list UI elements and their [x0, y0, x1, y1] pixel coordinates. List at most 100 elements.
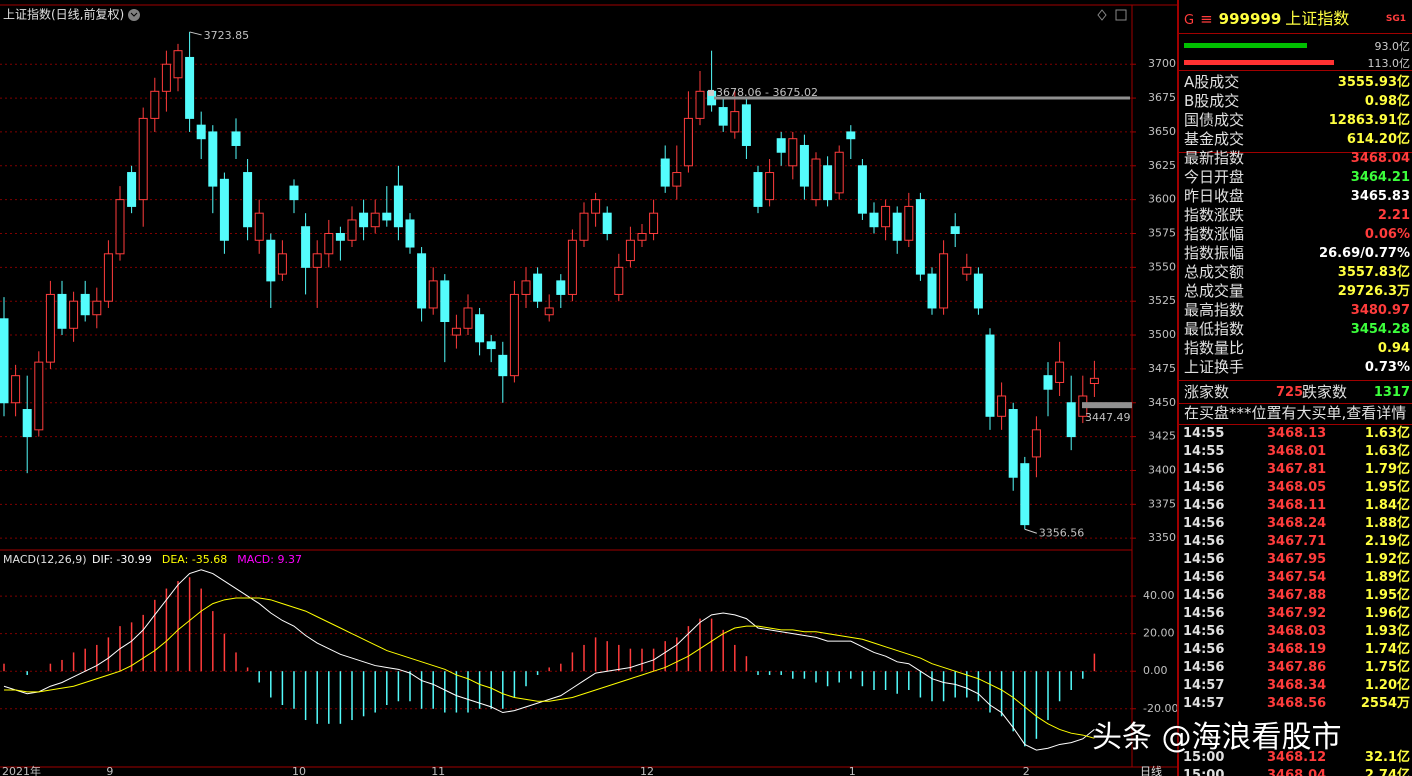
stat-row: 总成交额 3557.83亿	[1184, 263, 1410, 282]
trade-price: 3467.95	[1267, 552, 1327, 567]
stat-label: 昨日收盘	[1184, 187, 1245, 205]
trade-amount: 1.75亿	[1364, 660, 1410, 675]
y-tick-label: 3475	[1148, 362, 1176, 375]
trade-amount: 1.89亿	[1364, 570, 1410, 585]
y-tick-label: 3675	[1148, 91, 1176, 104]
dif-line	[3, 569, 1095, 751]
candle-body	[1008, 409, 1018, 478]
candle-body	[544, 307, 554, 316]
x-tick-label: 12	[640, 765, 654, 776]
candle-body	[881, 205, 891, 228]
x-tick-label: 11	[431, 765, 445, 776]
candle-body	[185, 56, 195, 119]
trade-price: 3467.81	[1267, 462, 1327, 477]
stat-label: 今日开盘	[1184, 168, 1245, 186]
trade-amount: 2554万	[1360, 696, 1410, 711]
candle-body	[34, 361, 44, 431]
trade-time: 15:00	[1183, 768, 1225, 776]
candle-body	[475, 314, 485, 343]
stat-label: A股成交	[1184, 73, 1240, 91]
candle-body	[382, 212, 392, 221]
breadth-row: 涨家数 725 跌家数 1317	[1184, 383, 1410, 402]
candle-body	[857, 165, 867, 214]
stat-row: 今日开盘 3464.21	[1184, 168, 1410, 187]
up-label: 涨家数	[1184, 383, 1230, 401]
trade-price: 3468.04	[1267, 768, 1327, 776]
candle-body	[950, 226, 960, 234]
stat-row: 昨日收盘 3465.83	[1184, 187, 1410, 206]
stat-row: 基金成交 614.20亿	[1184, 130, 1410, 149]
candle-body	[277, 253, 287, 275]
y-tick-label: 40.00	[1143, 589, 1175, 602]
icon-diamond[interactable]	[1097, 9, 1107, 21]
candle-body	[254, 212, 264, 241]
trade-row: 14:56 3468.03 1.93亿	[1183, 623, 1410, 641]
candle-body	[637, 232, 647, 241]
candle-body	[138, 117, 148, 201]
trade-time: 14:56	[1183, 462, 1225, 477]
trade-price: 3468.24	[1267, 516, 1327, 531]
candle-body	[904, 205, 914, 241]
candle-body	[625, 239, 635, 262]
stat-label: 最低指数	[1184, 320, 1245, 338]
up-count: 725	[1276, 385, 1304, 400]
stat-label: 最高指数	[1184, 301, 1245, 319]
candle-body	[799, 144, 809, 187]
candle-body	[312, 253, 322, 268]
candle-body	[1031, 429, 1041, 458]
y-tick-label: 3500	[1148, 328, 1176, 341]
candle-body	[301, 226, 311, 268]
candle-body	[196, 124, 206, 140]
trade-row: 14:56 3467.86 1.75亿	[1183, 659, 1410, 677]
candle-body	[440, 280, 450, 323]
stat-row: 上证换手 0.73%	[1184, 358, 1410, 377]
notice[interactable]: 在买盘***位置有大买单,查看详情	[1184, 404, 1407, 422]
legend-entry: DEA: -35.68	[162, 553, 227, 566]
trade-amount: 32.1亿	[1364, 750, 1410, 765]
chart-title: 上证指数(日线,前复权)	[3, 7, 124, 22]
candle-body	[80, 293, 90, 316]
stat-row: 指数量比 0.94	[1184, 339, 1410, 358]
stat-row: 国债成交 12863.91亿	[1184, 111, 1410, 130]
candle-body	[231, 131, 241, 146]
y-tick-label: 20.00	[1143, 627, 1175, 640]
down-label: 跌家数	[1302, 383, 1348, 401]
stock-code: 999999	[1218, 10, 1282, 28]
trade-time: 14:56	[1183, 552, 1225, 567]
trade-time: 14:56	[1183, 534, 1225, 549]
trade-amount: 1.95亿	[1364, 480, 1410, 495]
dea-line	[4, 597, 1095, 739]
x-tick-label: 9	[106, 765, 113, 776]
trade-row: 14:56 3468.05 1.95亿	[1183, 479, 1410, 497]
stat-value: 0.73%	[1364, 360, 1410, 375]
stat-label: 国债成交	[1184, 111, 1245, 129]
candle-body	[266, 239, 276, 282]
x-tick-label: 1	[849, 765, 856, 776]
trade-time: 14:56	[1183, 624, 1225, 639]
candle-body	[811, 158, 821, 201]
y-tick-label: 3625	[1148, 159, 1176, 172]
candle-body	[243, 172, 253, 228]
stat-value: 26.69/0.77%	[1319, 246, 1410, 261]
candle-body	[741, 104, 751, 146]
candle-body	[579, 212, 589, 241]
stat-value: 0.98亿	[1364, 94, 1410, 109]
candle-body	[417, 253, 427, 309]
low-label: 3356.56	[1039, 526, 1085, 539]
title-menu[interactable]	[128, 9, 140, 21]
icon-window[interactable]	[1115, 9, 1127, 21]
candle-body	[219, 178, 229, 241]
trade-time: 14:56	[1183, 642, 1225, 657]
candle-body	[57, 293, 67, 329]
y-tick-label: 3450	[1148, 396, 1176, 409]
high-label: 3723.85	[204, 29, 250, 42]
candle-body	[997, 395, 1007, 417]
y-tick-label: 3350	[1148, 531, 1176, 544]
y-tick-label: 3425	[1148, 430, 1176, 443]
low-pointer	[1024, 528, 1037, 534]
candle-body	[0, 318, 9, 404]
candle-body	[1066, 402, 1076, 438]
trade-time: 14:56	[1183, 588, 1225, 603]
candle-body	[683, 117, 693, 167]
